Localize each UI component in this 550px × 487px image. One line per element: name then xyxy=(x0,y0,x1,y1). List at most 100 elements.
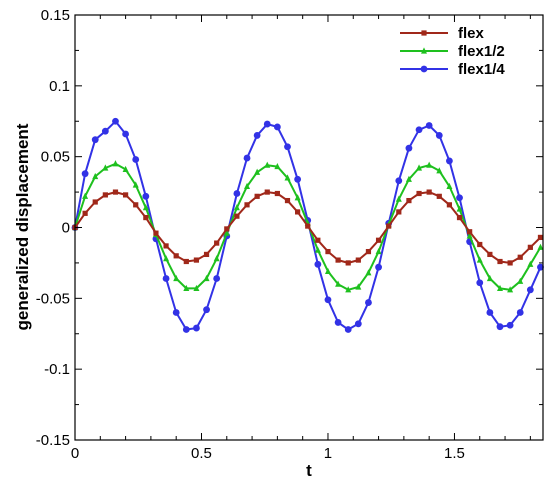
y-tick-label: 0 xyxy=(62,220,70,237)
data-point-flex xyxy=(365,248,372,255)
data-point-flex xyxy=(133,202,139,208)
data-point-flex xyxy=(507,260,513,266)
series-flex1-2 xyxy=(72,160,544,293)
data-point-flex1-4 xyxy=(253,132,261,139)
data-point-flex1-2 xyxy=(507,286,514,293)
data-point-flex xyxy=(487,251,493,258)
x-tick-label: 0 xyxy=(71,445,79,462)
tick-labels: -0.15 -0.1 -0.05 0 0.05 0.1 0.15 0 0.5 1 1.5 xyxy=(36,7,465,462)
data-point-flex xyxy=(102,192,108,198)
data-point-flex xyxy=(477,241,483,248)
data-point-flex xyxy=(467,229,473,235)
data-point-flex1-4 xyxy=(132,156,140,163)
data-point-flex1-4 xyxy=(172,309,180,316)
data-point-flex1-4 xyxy=(273,123,281,131)
data-point-flex1-4 xyxy=(263,120,271,128)
data-point-flex1-4 xyxy=(243,154,251,162)
data-point-flex xyxy=(355,257,361,263)
data-point-flex1-2 xyxy=(122,165,129,173)
data-point-flex1-4 xyxy=(415,126,423,134)
data-point-flex1-4 xyxy=(193,324,200,332)
data-point-flex xyxy=(295,209,301,215)
data-point-flex xyxy=(406,197,412,204)
data-point-flex1-4 xyxy=(456,194,463,202)
data-point-flex1-2 xyxy=(173,274,180,282)
data-point-flex xyxy=(173,253,179,259)
data-point-flex1-4 xyxy=(81,170,89,178)
data-point-flex xyxy=(537,234,544,241)
data-point-flex1-4 xyxy=(435,132,443,139)
data-point-flex xyxy=(456,214,463,221)
legend-label-flex1-2: flex1/2 xyxy=(458,43,505,60)
data-point-flex xyxy=(305,223,311,229)
data-point-flex1-2 xyxy=(375,247,382,255)
data-point-flex1-2 xyxy=(284,174,291,181)
data-point-flex xyxy=(517,254,523,260)
data-point-flex xyxy=(214,240,220,246)
data-point-flex1-2 xyxy=(132,181,139,188)
x-tick-label: 1.5 xyxy=(444,445,465,462)
ticks-layer xyxy=(74,14,543,441)
data-point-flex1-2 xyxy=(294,194,301,201)
data-point-flex1-2 xyxy=(345,286,352,293)
data-point-flex1-2 xyxy=(213,255,220,262)
data-point-flex1-4 xyxy=(446,157,453,165)
legend-label-flex1-4: flex1/4 xyxy=(458,61,505,78)
data-point-flex1-2 xyxy=(426,161,433,168)
data-point-flex xyxy=(416,190,422,197)
data-point-flex1-2 xyxy=(416,164,423,171)
y-tick-label: 0.1 xyxy=(49,78,70,95)
data-point-flex1-4 xyxy=(203,306,210,314)
data-point-flex xyxy=(446,202,452,208)
data-point-flex1-2 xyxy=(203,274,210,282)
data-point-flex xyxy=(426,189,432,195)
data-point-flex1-4 xyxy=(405,144,413,152)
y-axis-title: generalized displacement xyxy=(13,123,32,330)
data-point-flex1-2 xyxy=(436,167,443,174)
legend-marker-flex1-2 xyxy=(421,47,427,54)
data-point-flex xyxy=(274,190,280,197)
y-tick-label: 0.05 xyxy=(41,149,70,166)
data-point-flex1-2 xyxy=(193,284,200,292)
data-point-flex1-4 xyxy=(294,175,302,183)
data-point-flex1-2 xyxy=(82,192,89,199)
data-point-flex1-2 xyxy=(223,229,230,236)
data-point-flex1-2 xyxy=(537,243,544,250)
data-point-flex xyxy=(92,199,98,205)
data-point-flex1-4 xyxy=(284,143,291,151)
data-point-flex1-2 xyxy=(335,280,342,287)
y-tick-label: -0.05 xyxy=(36,290,70,307)
data-point-flex xyxy=(122,192,129,198)
data-point-flex1-2 xyxy=(264,161,271,168)
y-tick-label: -0.15 xyxy=(36,432,70,449)
data-point-flex xyxy=(183,258,189,265)
data-point-flex1-2 xyxy=(355,283,362,290)
data-point-flex1-2 xyxy=(183,284,190,292)
data-point-flex1-4 xyxy=(213,275,221,282)
x-axis-title: t xyxy=(306,461,312,480)
data-point-flex1-4 xyxy=(425,122,433,129)
data-point-flex xyxy=(284,197,291,204)
data-point-flex xyxy=(203,251,210,258)
data-point-flex xyxy=(436,193,442,199)
data-point-flex xyxy=(234,213,240,219)
data-point-flex1-4 xyxy=(112,117,119,125)
data-point-flex1-2 xyxy=(274,162,281,170)
data-point-flex1-4 xyxy=(324,296,332,304)
data-point-flex1-4 xyxy=(334,319,342,326)
data-point-flex xyxy=(396,209,402,215)
data-point-flex xyxy=(112,189,119,195)
data-point-flex1-2 xyxy=(466,232,473,239)
data-point-flex1-4 xyxy=(537,263,544,271)
data-point-flex xyxy=(143,214,149,221)
data-point-flex xyxy=(254,193,260,199)
data-point-flex1-4 xyxy=(395,177,403,185)
data-point-flex xyxy=(497,258,503,265)
data-point-flex1-2 xyxy=(446,182,453,190)
x-tick-label: 0.5 xyxy=(191,445,212,462)
data-point-flex1-2 xyxy=(102,164,109,171)
data-point-flex xyxy=(264,189,270,195)
legend-marker-flex xyxy=(421,30,427,36)
